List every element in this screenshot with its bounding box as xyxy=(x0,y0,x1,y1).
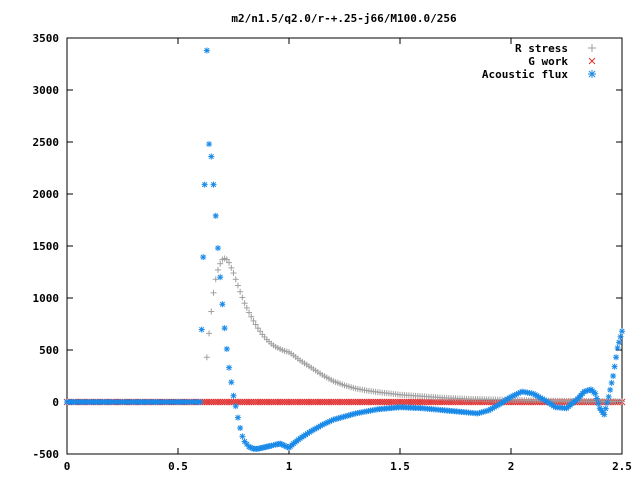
data-point xyxy=(619,398,625,405)
chart-title: m2/n1.5/q2.0/r-+.25-j66/M100.0/256 xyxy=(231,12,457,25)
data-point xyxy=(239,433,246,440)
data-point xyxy=(208,308,215,315)
y-tick-label: 1500 xyxy=(33,240,60,253)
y-tick-label: -500 xyxy=(33,448,60,461)
y-tick-label: 3500 xyxy=(33,32,60,45)
x-tick-label: 2.5 xyxy=(612,460,632,473)
y-tick-label: 0 xyxy=(52,396,59,409)
data-point xyxy=(619,328,625,335)
data-point xyxy=(595,400,602,407)
x-tick-label: 0.5 xyxy=(168,460,188,473)
data-point xyxy=(601,411,608,418)
data-point xyxy=(217,260,224,267)
data-point xyxy=(219,301,226,308)
data-point xyxy=(201,181,208,188)
data-point xyxy=(217,274,224,281)
data-point xyxy=(223,345,230,352)
data-point xyxy=(611,363,618,370)
axis-ticks: 0 0.5 1 1.5 2 2.5 -500 0 500 1000 1500 2000 2500 3000… xyxy=(33,32,632,473)
data-point xyxy=(248,313,255,320)
data-point xyxy=(604,399,611,406)
data-point xyxy=(214,245,221,252)
data-point xyxy=(228,379,235,386)
series-r-stress xyxy=(203,255,625,405)
y-tick-label: 500 xyxy=(39,344,59,357)
legend-label-r-stress: R stress xyxy=(515,42,568,55)
x-tick-label: 1 xyxy=(286,460,293,473)
data-point xyxy=(593,395,600,402)
data-point xyxy=(208,153,215,160)
data-point xyxy=(232,403,239,410)
legend-marker-r-stress xyxy=(588,44,596,52)
data-point xyxy=(230,392,237,399)
data-point xyxy=(614,344,621,351)
data-point xyxy=(254,325,261,332)
data-point xyxy=(221,325,228,332)
data-point xyxy=(610,373,617,379)
data-point xyxy=(226,364,233,371)
data-point xyxy=(206,330,213,337)
data-point xyxy=(210,181,217,188)
data-point xyxy=(234,282,241,289)
data-point xyxy=(246,309,253,316)
data-point xyxy=(605,393,612,400)
y-tick-label: 3000 xyxy=(33,84,60,97)
data-point xyxy=(243,304,250,311)
series-acoustic-flux xyxy=(64,47,625,452)
data-point xyxy=(232,276,239,283)
y-tick-label: 2500 xyxy=(33,136,60,149)
data-series xyxy=(63,47,626,452)
data-point xyxy=(241,300,248,307)
data-point xyxy=(198,326,205,333)
data-point xyxy=(212,212,219,219)
legend: R stress G work Acoustic flux xyxy=(482,42,596,81)
x-tick-label: 2 xyxy=(508,460,515,473)
plot-frame xyxy=(66,37,623,455)
data-point xyxy=(607,386,614,393)
data-point xyxy=(200,254,207,261)
data-point xyxy=(214,266,221,273)
data-point xyxy=(228,264,235,271)
legend-label-g-work: G work xyxy=(528,55,568,68)
data-point xyxy=(203,47,210,54)
data-point xyxy=(608,379,615,386)
data-point xyxy=(237,288,244,295)
data-point xyxy=(616,339,623,346)
data-point xyxy=(239,294,246,301)
legend-marker-g-work xyxy=(588,57,596,65)
data-point xyxy=(234,414,241,421)
data-point xyxy=(237,425,244,431)
legend-marker-acoustic-flux xyxy=(588,70,596,78)
data-point xyxy=(617,333,624,340)
data-point xyxy=(212,276,219,283)
x-tick-label: 0 xyxy=(64,460,71,473)
data-point xyxy=(613,354,620,361)
legend-label-acoustic-flux: Acoustic flux xyxy=(482,68,568,81)
data-point xyxy=(203,354,210,361)
x-tick-label: 1.5 xyxy=(390,460,410,473)
data-point xyxy=(206,141,213,148)
y-tick-label: 2000 xyxy=(33,188,60,201)
data-point xyxy=(602,405,609,412)
data-point xyxy=(226,259,233,266)
data-point xyxy=(210,289,217,296)
data-point xyxy=(592,390,599,397)
data-point xyxy=(252,321,259,328)
y-tick-label: 1000 xyxy=(33,292,60,305)
data-point xyxy=(250,317,257,324)
data-point xyxy=(257,328,264,335)
data-point xyxy=(223,256,230,263)
data-point xyxy=(197,399,204,405)
data-point xyxy=(230,270,237,277)
